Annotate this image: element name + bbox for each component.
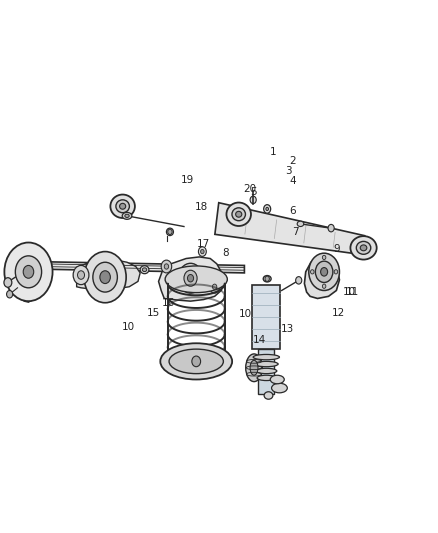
Circle shape: [201, 249, 204, 254]
Circle shape: [209, 280, 220, 293]
Circle shape: [250, 196, 256, 204]
Text: 20: 20: [243, 184, 256, 194]
Ellipse shape: [165, 266, 227, 293]
Text: 13: 13: [280, 325, 293, 334]
Ellipse shape: [250, 360, 258, 375]
Text: 9: 9: [333, 245, 339, 254]
Ellipse shape: [232, 208, 245, 221]
Polygon shape: [77, 259, 140, 289]
Ellipse shape: [246, 354, 262, 382]
Ellipse shape: [110, 195, 135, 218]
Text: 6: 6: [289, 206, 296, 215]
Circle shape: [334, 270, 338, 274]
Circle shape: [161, 260, 172, 273]
Ellipse shape: [264, 392, 273, 399]
Text: 4: 4: [289, 176, 296, 186]
Ellipse shape: [169, 349, 223, 374]
Circle shape: [93, 262, 117, 292]
Circle shape: [266, 207, 268, 211]
Text: 17: 17: [197, 239, 210, 249]
Text: 10: 10: [343, 287, 356, 297]
Circle shape: [78, 271, 85, 279]
Ellipse shape: [263, 276, 271, 282]
Circle shape: [309, 253, 339, 290]
Polygon shape: [11, 261, 244, 273]
Text: 7: 7: [293, 227, 299, 237]
Circle shape: [296, 277, 302, 284]
Ellipse shape: [297, 221, 304, 227]
Ellipse shape: [125, 214, 129, 217]
Circle shape: [328, 224, 334, 232]
Circle shape: [7, 290, 13, 298]
Ellipse shape: [360, 245, 367, 251]
Circle shape: [164, 264, 169, 269]
Circle shape: [192, 356, 201, 367]
Ellipse shape: [272, 383, 287, 393]
Circle shape: [100, 271, 110, 284]
Circle shape: [187, 274, 194, 282]
Text: 10: 10: [122, 322, 135, 332]
Ellipse shape: [253, 354, 279, 360]
Polygon shape: [304, 259, 339, 298]
Circle shape: [212, 284, 217, 289]
Text: 10: 10: [239, 310, 252, 319]
Circle shape: [265, 276, 269, 281]
Circle shape: [15, 256, 42, 288]
FancyBboxPatch shape: [252, 285, 280, 349]
Circle shape: [184, 270, 197, 286]
Ellipse shape: [350, 236, 377, 260]
Text: 1: 1: [270, 147, 277, 157]
Text: 19: 19: [181, 175, 194, 185]
Ellipse shape: [256, 368, 277, 374]
Ellipse shape: [122, 213, 132, 220]
Ellipse shape: [140, 265, 149, 274]
Ellipse shape: [160, 343, 232, 379]
Ellipse shape: [166, 228, 173, 236]
Text: 5: 5: [251, 187, 257, 197]
Circle shape: [264, 205, 271, 213]
Circle shape: [178, 263, 203, 293]
Circle shape: [4, 243, 53, 301]
Ellipse shape: [257, 375, 276, 381]
Ellipse shape: [226, 203, 251, 226]
Text: 8: 8: [223, 248, 229, 258]
Ellipse shape: [142, 268, 147, 271]
Circle shape: [84, 252, 126, 303]
Circle shape: [4, 278, 12, 287]
Text: 16: 16: [162, 298, 175, 308]
Circle shape: [23, 265, 34, 278]
Text: 3: 3: [285, 166, 291, 175]
Ellipse shape: [120, 204, 126, 209]
Text: 18: 18: [195, 202, 208, 212]
Ellipse shape: [254, 361, 278, 367]
Text: 15: 15: [147, 309, 160, 318]
Ellipse shape: [270, 375, 284, 384]
Circle shape: [322, 284, 326, 288]
Circle shape: [322, 255, 326, 260]
Circle shape: [311, 270, 314, 274]
Circle shape: [321, 268, 328, 276]
Ellipse shape: [116, 200, 129, 213]
Polygon shape: [215, 203, 365, 255]
Circle shape: [315, 261, 333, 282]
Circle shape: [168, 229, 172, 235]
Text: 2: 2: [289, 157, 296, 166]
Circle shape: [73, 265, 89, 285]
Polygon shape: [159, 257, 223, 301]
Polygon shape: [13, 260, 48, 302]
Ellipse shape: [236, 212, 242, 217]
Circle shape: [198, 247, 206, 256]
Text: 12: 12: [332, 309, 345, 318]
FancyBboxPatch shape: [258, 349, 274, 394]
Ellipse shape: [356, 241, 371, 254]
Text: 14: 14: [253, 335, 266, 345]
Text: 11: 11: [346, 287, 359, 297]
